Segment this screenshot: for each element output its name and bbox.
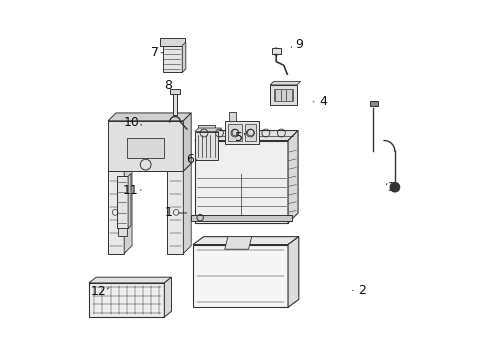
Bar (160, 39, 186, 45)
Bar (245, 125, 256, 140)
Text: 1: 1 (165, 207, 173, 220)
Circle shape (390, 183, 399, 192)
Text: 8: 8 (164, 79, 172, 92)
Polygon shape (195, 128, 221, 132)
Bar (191, 215, 292, 221)
Bar (163, 45, 182, 72)
Polygon shape (164, 277, 171, 317)
Bar (108, 171, 124, 253)
Bar (225, 121, 259, 144)
Text: 4: 4 (319, 95, 327, 108)
Polygon shape (183, 163, 191, 253)
Polygon shape (108, 163, 132, 171)
Bar (274, 89, 294, 101)
Bar (370, 102, 378, 107)
Bar (117, 176, 128, 228)
Text: 2: 2 (358, 284, 366, 297)
Circle shape (390, 183, 399, 192)
Polygon shape (225, 237, 252, 249)
Bar (229, 112, 236, 121)
Polygon shape (128, 174, 131, 228)
Text: 3: 3 (388, 181, 395, 194)
Text: 9: 9 (295, 38, 303, 51)
Bar (108, 121, 183, 171)
Polygon shape (288, 131, 298, 223)
Polygon shape (195, 131, 298, 140)
Text: 12: 12 (91, 285, 107, 298)
Bar (118, 228, 126, 236)
Text: 6: 6 (187, 153, 195, 166)
Bar (270, 85, 297, 105)
Bar (272, 48, 281, 54)
Polygon shape (108, 113, 191, 121)
Bar (198, 125, 215, 132)
Text: 11: 11 (123, 184, 139, 197)
Bar (89, 283, 164, 317)
Text: 7: 7 (150, 46, 159, 59)
Polygon shape (193, 237, 299, 244)
Polygon shape (124, 163, 132, 253)
Circle shape (392, 184, 398, 191)
Bar (173, 92, 177, 116)
Bar (195, 140, 288, 223)
Bar (127, 138, 165, 158)
Bar (228, 124, 243, 141)
Text: 5: 5 (235, 131, 243, 144)
Polygon shape (89, 277, 172, 283)
Bar (167, 171, 183, 253)
Bar (193, 244, 288, 307)
Polygon shape (167, 163, 191, 171)
Polygon shape (183, 113, 191, 171)
Text: 10: 10 (124, 116, 140, 129)
Polygon shape (270, 81, 300, 85)
Bar (195, 132, 218, 160)
Polygon shape (288, 237, 299, 307)
Bar (171, 89, 180, 94)
Polygon shape (182, 42, 186, 72)
